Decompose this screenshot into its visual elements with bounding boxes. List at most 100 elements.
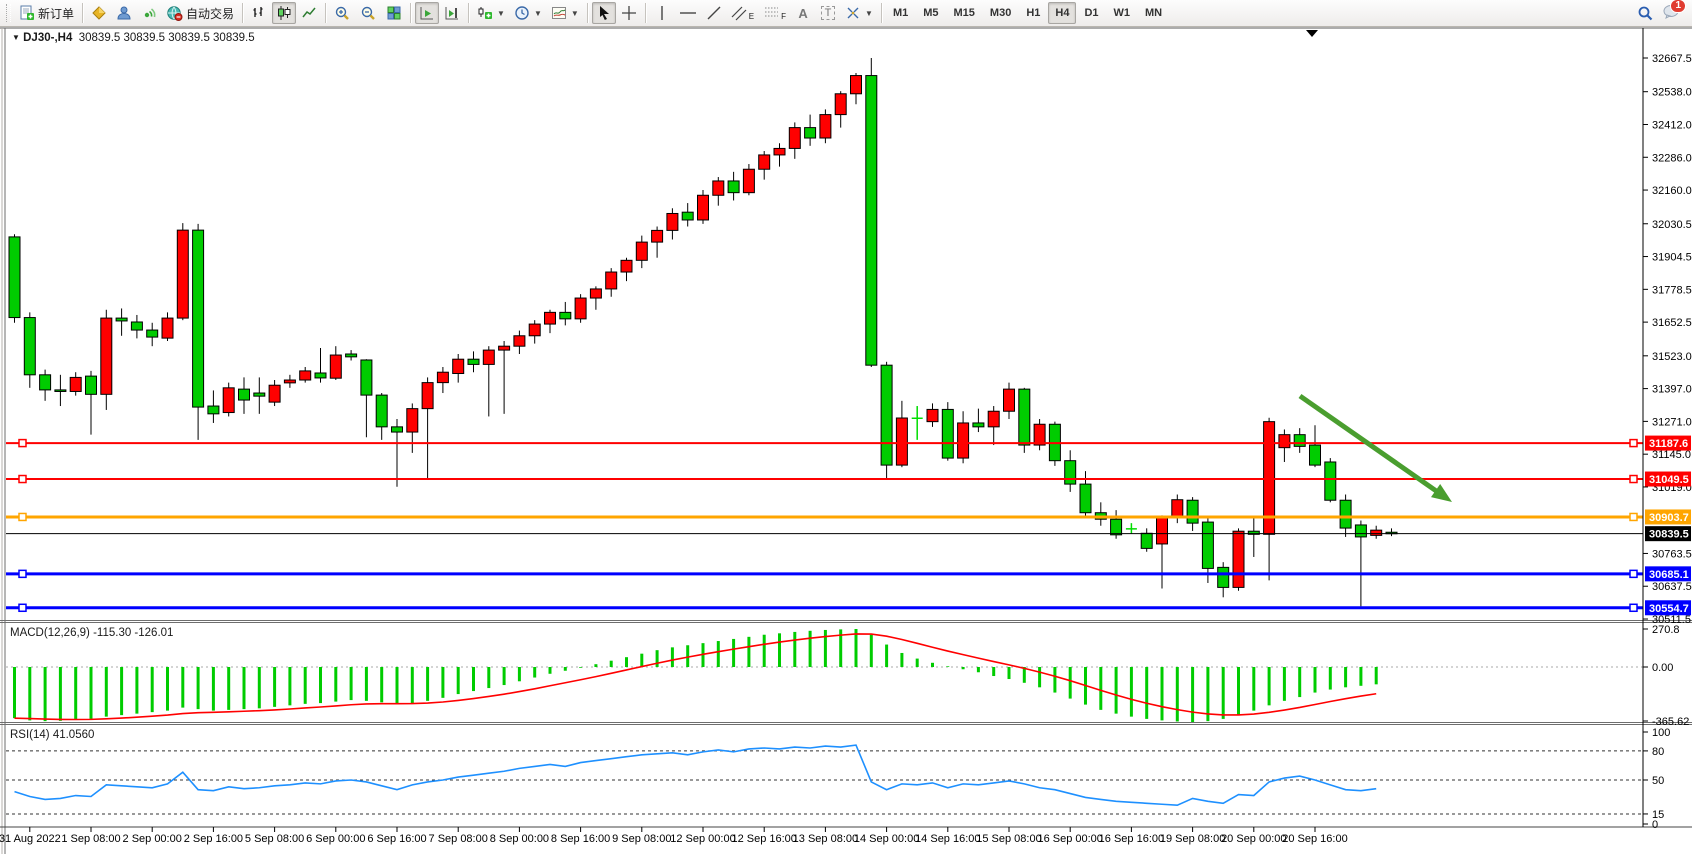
- zoom-out-icon: [361, 6, 375, 20]
- market-watch-button[interactable]: [87, 2, 111, 24]
- notifications-button[interactable]: 1: [1662, 0, 1686, 24]
- fibo-letter: F: [781, 11, 787, 21]
- svg-text:30637.5: 30637.5: [1652, 581, 1692, 593]
- level-handle[interactable]: [18, 474, 27, 484]
- auto-scroll-icon: [420, 7, 434, 20]
- zoom-in-button[interactable]: [330, 2, 355, 24]
- zoom-out-button[interactable]: [356, 2, 381, 24]
- auto-scroll-button[interactable]: [415, 2, 440, 24]
- svg-text:19 Sep 08:00: 19 Sep 08:00: [1160, 833, 1225, 845]
- level-handle[interactable]: [1629, 438, 1638, 448]
- crosshair-tool-button[interactable]: [617, 2, 641, 24]
- text-tool-button[interactable]: A: [791, 2, 815, 24]
- level-price-box: [1645, 526, 1691, 542]
- zoom-in-icon: [335, 6, 349, 20]
- separator: [468, 3, 470, 23]
- tile-windows-button[interactable]: [382, 2, 406, 24]
- svg-text:0: 0: [1652, 819, 1658, 831]
- svg-text:80: 80: [1652, 746, 1664, 758]
- candles-layer[interactable]: [8, 58, 1398, 607]
- clock-icon: [515, 6, 529, 20]
- channel-tool-button[interactable]: E: [727, 2, 758, 24]
- navigator-button[interactable]: [112, 2, 136, 24]
- level-handle[interactable]: [1629, 512, 1638, 522]
- timeframe-m30[interactable]: M30: [989, 7, 1012, 19]
- svg-text:14 Sep 16:00: 14 Sep 16:00: [915, 833, 980, 845]
- notification-badge: 1: [1670, 0, 1686, 13]
- level-handle[interactable]: [1629, 603, 1638, 613]
- timeframe-m5[interactable]: M5: [923, 7, 939, 19]
- svg-text:20 Sep 16:00: 20 Sep 16:00: [1282, 833, 1347, 845]
- signals-icon: [144, 8, 156, 18]
- separator: [644, 3, 646, 23]
- svg-text:6 Sep 00:00: 6 Sep 00:00: [306, 833, 365, 845]
- cursor-tool-button[interactable]: [591, 2, 616, 24]
- arrows-tool-button[interactable]: ▼: [841, 2, 877, 24]
- svg-text:32412.0: 32412.0: [1652, 119, 1692, 131]
- level-handle[interactable]: [18, 438, 27, 448]
- chart-canvas[interactable]: 32667.5 32538.0 32412.0 32286.0 32160.0 32030…: [0, 27, 1692, 854]
- new-order-button[interactable]: 新订单: [15, 2, 78, 24]
- timeframe-w1[interactable]: W1: [1113, 7, 1131, 19]
- svg-text:31049.5: 31049.5: [1649, 474, 1689, 486]
- svg-text:30511.5: 30511.5: [1652, 614, 1691, 626]
- rsi-layer: [14, 744, 1377, 807]
- templates-button[interactable]: ▼: [547, 2, 583, 24]
- channel-letter: E: [748, 11, 755, 21]
- fibonacci-tool-button[interactable]: F: [759, 2, 790, 24]
- vertical-line-icon: [661, 6, 663, 20]
- bar-chart-button[interactable]: [247, 2, 271, 24]
- macd-layer: [13, 629, 1378, 722]
- level-handle[interactable]: [18, 512, 27, 522]
- timeframe-h4[interactable]: H4: [1048, 2, 1077, 24]
- main-toolbar: 新订单 自动交易: [0, 0, 1692, 27]
- dropdown-arrow-icon: ▼: [865, 8, 873, 18]
- time-axis[interactable]: 31 Aug 2022 1 Sep 08:00 2 Sep 00:00 2 Sep 1…: [0, 827, 1348, 845]
- chart-window: 32667.5 32538.0 32412.0 32286.0 32160.0 32030…: [0, 27, 1692, 854]
- timeframe-m1[interactable]: M1: [892, 7, 909, 19]
- indicators-button[interactable]: ▼: [473, 2, 509, 24]
- label-tool-button[interactable]: T: [816, 2, 840, 24]
- svg-text:30903.7: 30903.7: [1649, 512, 1689, 524]
- tile-windows-icon: [387, 6, 401, 20]
- timeframe-h1[interactable]: H1: [1026, 7, 1041, 19]
- price-axis[interactable]: 32667.5 32538.0 32412.0 32286.0 32160.0 32030…: [1642, 28, 1692, 831]
- label-tool-letter: T: [820, 6, 836, 20]
- chart-ohlc-values: 30839.5 30839.5 30839.5 30839.5: [78, 32, 255, 44]
- svg-text:30685.1: 30685.1: [1649, 569, 1689, 581]
- dropdown-arrow-icon: ▼: [570, 8, 579, 18]
- svg-text:30763.5: 30763.5: [1652, 548, 1692, 560]
- candlestick-chart-button[interactable]: [272, 2, 297, 24]
- svg-text:31187.6: 31187.6: [1649, 438, 1688, 450]
- chart-collapse-icon[interactable]: ▼: [12, 33, 20, 42]
- svg-text:2 Sep 16:00: 2 Sep 16:00: [184, 833, 243, 845]
- trend-arrow[interactable]: [1298, 393, 1452, 502]
- line-chart-button[interactable]: [297, 2, 321, 24]
- templates-icon: [551, 7, 566, 19]
- trendline-tool-button[interactable]: [702, 2, 726, 24]
- crosshair-icon: [621, 6, 636, 20]
- svg-text:1 Sep 08:00: 1 Sep 08:00: [61, 833, 120, 845]
- fibonacci-icon: [765, 7, 779, 17]
- level-handle[interactable]: [18, 603, 27, 613]
- candlestick-chart-icon: [278, 6, 291, 20]
- level-handle[interactable]: [1629, 474, 1638, 484]
- chart-shift-button[interactable]: [440, 2, 464, 24]
- timeframe-m15[interactable]: M15: [953, 7, 975, 19]
- signals-button[interactable]: [137, 2, 161, 24]
- timeframe-mn[interactable]: MN: [1145, 7, 1163, 19]
- svg-text:8 Sep 00:00: 8 Sep 00:00: [490, 833, 549, 845]
- level-handle[interactable]: [18, 569, 27, 579]
- auto-trading-button[interactable]: 自动交易: [162, 2, 238, 24]
- level-handle[interactable]: [1629, 569, 1638, 579]
- svg-text:-365.62: -365.62: [1652, 716, 1689, 728]
- timeframe-d1[interactable]: D1: [1084, 7, 1099, 19]
- level-price-box: [1645, 471, 1691, 487]
- search-button[interactable]: [1633, 2, 1658, 24]
- vertical-line-tool-button[interactable]: [650, 2, 674, 24]
- periods-button[interactable]: ▼: [510, 2, 546, 24]
- horizontal-line-tool-button[interactable]: [675, 2, 701, 24]
- chart-shift-marker[interactable]: [1306, 30, 1318, 37]
- svg-text:32160.0: 32160.0: [1652, 185, 1692, 197]
- trendline-icon: [707, 6, 721, 20]
